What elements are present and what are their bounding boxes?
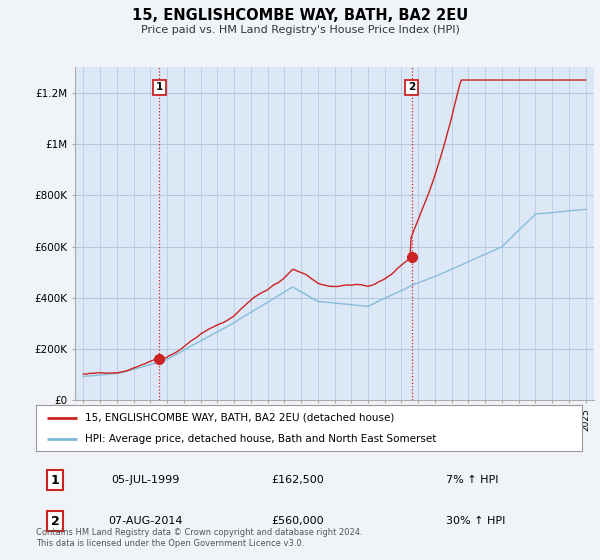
- Text: £162,500: £162,500: [272, 475, 325, 485]
- Text: 1: 1: [51, 474, 59, 487]
- Text: HPI: Average price, detached house, Bath and North East Somerset: HPI: Average price, detached house, Bath…: [85, 435, 437, 444]
- Text: £560,000: £560,000: [272, 516, 325, 526]
- Text: 7% ↑ HPI: 7% ↑ HPI: [445, 475, 498, 485]
- Text: 07-AUG-2014: 07-AUG-2014: [108, 516, 182, 526]
- Text: 05-JUL-1999: 05-JUL-1999: [111, 475, 179, 485]
- Text: 15, ENGLISHCOMBE WAY, BATH, BA2 2EU: 15, ENGLISHCOMBE WAY, BATH, BA2 2EU: [132, 8, 468, 24]
- Text: 30% ↑ HPI: 30% ↑ HPI: [445, 516, 505, 526]
- Text: 2: 2: [408, 82, 415, 92]
- Text: 2: 2: [51, 515, 59, 528]
- Text: 15, ENGLISHCOMBE WAY, BATH, BA2 2EU (detached house): 15, ENGLISHCOMBE WAY, BATH, BA2 2EU (det…: [85, 413, 395, 423]
- Text: 1: 1: [156, 82, 163, 92]
- Text: Contains HM Land Registry data © Crown copyright and database right 2024.
This d: Contains HM Land Registry data © Crown c…: [36, 528, 362, 548]
- Text: Price paid vs. HM Land Registry's House Price Index (HPI): Price paid vs. HM Land Registry's House …: [140, 25, 460, 35]
